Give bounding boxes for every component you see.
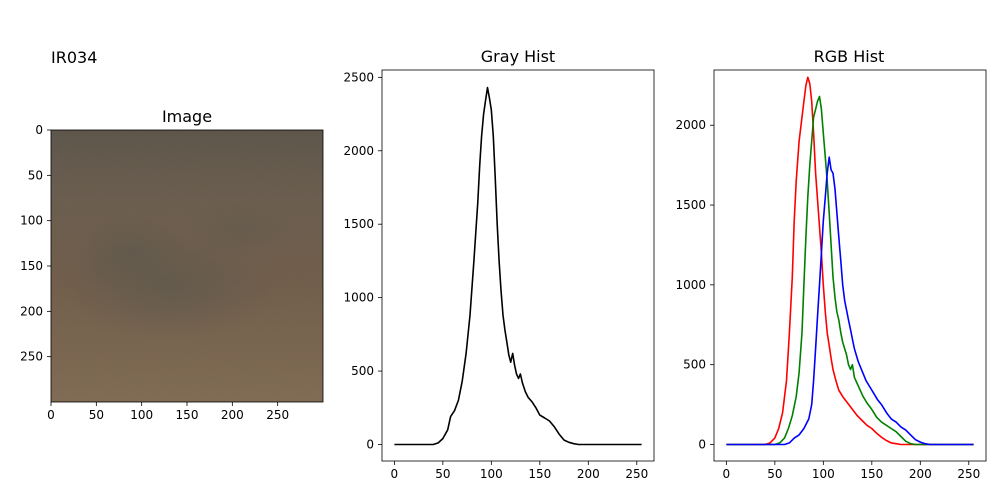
gray-hist-y-tick-label: 1000: [343, 291, 374, 305]
image-x-tick-label: 50: [89, 408, 104, 422]
image-y-tick-label: 200: [20, 304, 43, 318]
gray-hist-y-tick-label: 0: [366, 437, 374, 451]
rgb-hist-series-line-1: [726, 95, 974, 446]
rgb-hist-y-tick-label: 500: [683, 358, 706, 372]
rgb-hist-x-tick-label: 250: [957, 467, 980, 481]
skin-photo: [51, 130, 323, 402]
gray-hist-series-line-0: [394, 86, 642, 446]
gray-hist-title: Gray Hist: [481, 47, 555, 66]
figure-title: IR034: [51, 48, 98, 67]
image-x-tick-label: 100: [130, 408, 153, 422]
image-x-tick-label: 0: [47, 408, 55, 422]
gray-hist-x-tick-label: 200: [577, 467, 600, 481]
rgb-hist-ticks: 0 50 100 150 200 250 0 500 1000 1500 2000: [675, 118, 980, 481]
rgb-hist-series-line-0: [726, 76, 974, 446]
rgb-hist-x-tick-label: 200: [909, 467, 932, 481]
rgb-hist-series-line-2: [726, 156, 974, 446]
image-panel: Image 0 50 100 150 200 250 0 50 100 150 200 250: [20, 107, 324, 422]
rgb-hist-y-tick-label: 0: [698, 437, 706, 451]
image-y-tick-label: 100: [20, 214, 43, 228]
gray-hist-y-tick-label: 1500: [343, 217, 374, 231]
rgb-hist-x-tick-label: 50: [767, 467, 782, 481]
gray-hist-x-tick-label: 0: [391, 467, 399, 481]
rgb-hist-x-tick-label: 150: [860, 467, 883, 481]
gray-hist-y-tick-label: 500: [351, 364, 374, 378]
image-x-ticks: 0 50 100 150 200 250: [47, 402, 289, 422]
rgb-hist-x-tick-label: 100: [812, 467, 835, 481]
gray-hist-y-tick-label: 2000: [343, 144, 374, 158]
image-y-tick-label: 250: [20, 350, 43, 364]
gray-hist-frame: [381, 69, 655, 462]
gray-hist-x-tick-label: 50: [435, 467, 450, 481]
image-y-tick-label: 50: [28, 168, 43, 182]
image-x-tick-label: 250: [266, 408, 289, 422]
gray-hist-x-tick-label: 150: [528, 467, 551, 481]
gray-hist-y-tick-label: 2500: [343, 70, 374, 84]
rgb-hist-x-tick-label: 0: [723, 467, 731, 481]
image-x-tick-label: 150: [176, 408, 199, 422]
rgb-hist-series: [726, 76, 974, 446]
rgb-hist-y-tick-label: 1000: [675, 278, 706, 292]
gray-hist-series: [394, 86, 642, 446]
image-title: Image: [162, 107, 212, 126]
gray-hist-x-tick-label: 100: [480, 467, 503, 481]
gray-hist-panel: Gray Hist 0 50 100 150 200 250050010001500200…: [343, 47, 655, 481]
rgb-hist-frame: [713, 69, 987, 462]
image-y-tick-label: 150: [20, 259, 43, 273]
rgb-hist-y-tick-label: 1500: [675, 198, 706, 212]
image-x-tick-label: 200: [221, 408, 244, 422]
rgb-hist-panel: RGB Hist 0 50 100 150 200 250 0 500 1000 1500 2000: [675, 47, 987, 481]
rgb-hist-title: RGB Hist: [814, 47, 885, 66]
image-y-ticks: 0 50 100 150 200 250: [20, 123, 51, 364]
rgb-hist-y-tick-label: 2000: [675, 118, 706, 132]
image-y-tick-label: 0: [35, 123, 43, 137]
gray-hist-x-tick-label: 250: [625, 467, 648, 481]
